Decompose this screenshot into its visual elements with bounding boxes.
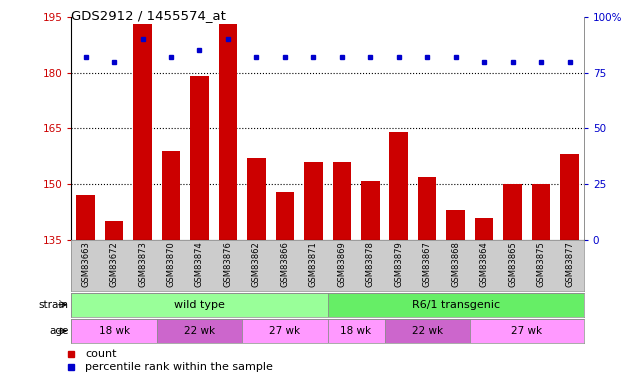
Bar [276, 192, 294, 240]
Bar [328, 292, 584, 317]
Text: GDS2912 / 1455574_at: GDS2912 / 1455574_at [71, 9, 226, 22]
Bar [156, 319, 242, 343]
Text: wild type: wild type [174, 300, 225, 310]
Text: 22 wk: 22 wk [412, 326, 443, 336]
Text: GSM83865: GSM83865 [508, 242, 517, 287]
Bar [384, 319, 470, 343]
Text: GSM83871: GSM83871 [309, 242, 318, 287]
Bar [242, 319, 328, 343]
Text: 22 wk: 22 wk [184, 326, 215, 336]
Text: GSM83672: GSM83672 [110, 242, 119, 287]
Bar [71, 319, 156, 343]
Text: percentile rank within the sample: percentile rank within the sample [85, 362, 273, 372]
Text: GSM83878: GSM83878 [366, 242, 374, 287]
Bar [76, 195, 95, 240]
Bar [333, 162, 351, 240]
Bar [560, 154, 579, 240]
Bar [328, 319, 384, 343]
Bar [532, 184, 550, 240]
Text: GSM83663: GSM83663 [81, 242, 90, 287]
Bar [418, 177, 437, 240]
Text: 27 wk: 27 wk [511, 326, 542, 336]
Bar [470, 319, 584, 343]
Text: 18 wk: 18 wk [340, 326, 371, 336]
Bar [71, 292, 328, 317]
Text: GSM83869: GSM83869 [337, 242, 347, 287]
Bar [389, 132, 408, 240]
Text: GSM83877: GSM83877 [565, 242, 574, 287]
Text: 18 wk: 18 wk [99, 326, 130, 336]
Text: GSM83870: GSM83870 [166, 242, 176, 287]
Bar [247, 158, 266, 240]
Text: R6/1 transgenic: R6/1 transgenic [412, 300, 500, 310]
Text: GSM83862: GSM83862 [252, 242, 261, 287]
Text: GSM83873: GSM83873 [138, 242, 147, 287]
Bar [304, 162, 322, 240]
Text: GSM83876: GSM83876 [224, 242, 232, 287]
Text: GSM83879: GSM83879 [394, 242, 403, 287]
Text: GSM83867: GSM83867 [423, 242, 432, 287]
Bar [475, 217, 493, 240]
Text: 27 wk: 27 wk [270, 326, 301, 336]
Text: GSM83875: GSM83875 [537, 242, 545, 287]
Bar [504, 184, 522, 240]
Text: strain: strain [39, 300, 68, 310]
Bar [219, 24, 237, 240]
Text: GSM83864: GSM83864 [479, 242, 489, 287]
Text: GSM83874: GSM83874 [195, 242, 204, 287]
Text: GSM83868: GSM83868 [451, 242, 460, 287]
Bar [134, 24, 152, 240]
Text: age: age [49, 326, 68, 336]
Bar [446, 210, 465, 240]
Bar [361, 180, 379, 240]
Text: GSM83866: GSM83866 [281, 242, 289, 287]
Bar [190, 76, 209, 240]
Bar [162, 151, 180, 240]
Text: count: count [85, 349, 117, 359]
Bar [105, 221, 124, 240]
